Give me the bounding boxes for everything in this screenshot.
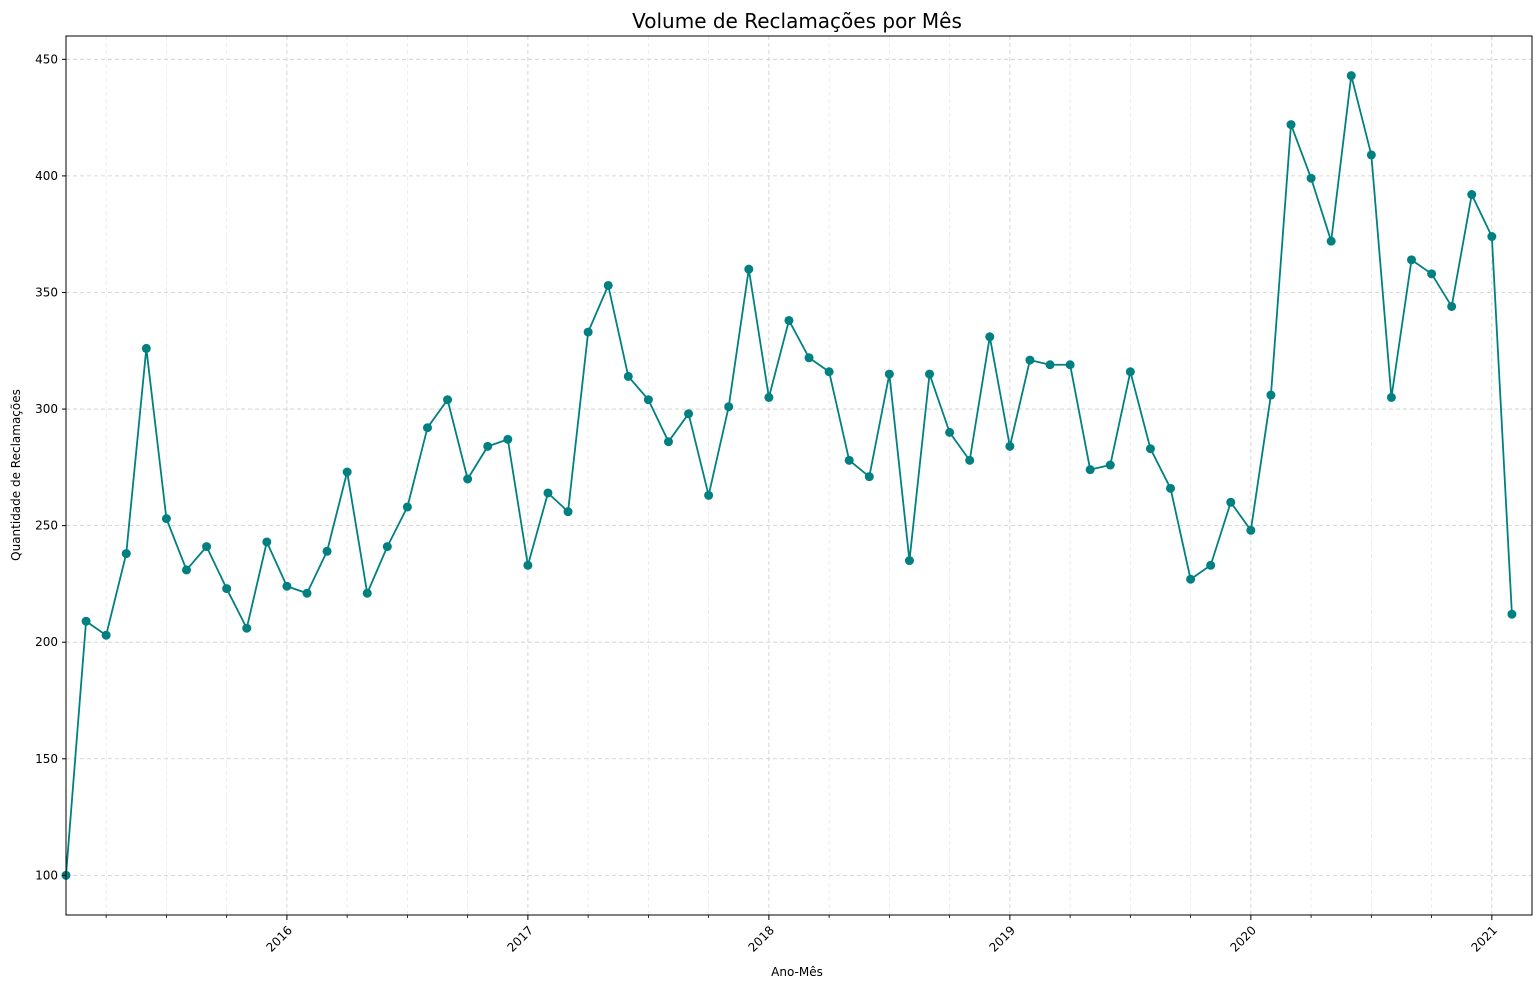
- x-tick-label: 2020: [1227, 923, 1258, 954]
- data-point: [402, 502, 412, 512]
- x-tick-label: 2016: [264, 923, 295, 954]
- x-tick-label: 2017: [505, 923, 536, 954]
- x-tick-label: 2021: [1468, 923, 1499, 954]
- data-point: [904, 556, 914, 566]
- data-point: [1326, 236, 1336, 246]
- data-point: [1246, 525, 1256, 535]
- data-point: [141, 343, 151, 353]
- data-point: [242, 623, 252, 633]
- data-point: [1366, 150, 1376, 160]
- y-tick-label: 200: [35, 635, 58, 649]
- data-point: [925, 369, 935, 379]
- data-point: [1145, 444, 1155, 454]
- data-point: [101, 630, 111, 640]
- data-point: [945, 427, 955, 437]
- data-point: [121, 549, 131, 559]
- data-point: [864, 472, 874, 482]
- y-tick-label: 150: [35, 752, 58, 766]
- data-point: [623, 371, 633, 381]
- data-point: [1467, 190, 1477, 200]
- series-line: [65, 74, 1513, 876]
- series-layer: [61, 71, 1517, 880]
- x-axis-title: Ano-Mês: [771, 965, 823, 979]
- data-point: [1206, 560, 1216, 570]
- data-point: [1507, 609, 1517, 619]
- data-point: [724, 402, 734, 412]
- data-point: [81, 616, 91, 626]
- data-point: [583, 327, 593, 337]
- data-point: [1487, 232, 1497, 242]
- data-point: [603, 280, 613, 290]
- data-point: [503, 434, 513, 444]
- data-point: [302, 588, 312, 598]
- data-point: [804, 353, 814, 363]
- data-point: [965, 455, 975, 465]
- data-point: [704, 490, 714, 500]
- data-point: [1407, 255, 1417, 265]
- y-tick-label: 300: [35, 402, 58, 416]
- y-tick-label: 350: [35, 285, 58, 299]
- data-point: [1105, 460, 1115, 470]
- data-point: [985, 332, 995, 342]
- data-point: [1065, 360, 1075, 370]
- data-point: [1045, 360, 1055, 370]
- data-point: [1306, 173, 1316, 183]
- y-tick-label: 450: [35, 52, 58, 66]
- data-point: [663, 437, 673, 447]
- data-point: [523, 560, 533, 570]
- data-point: [1447, 301, 1457, 311]
- chart-title: Volume de Reclamações por Mês: [632, 9, 962, 33]
- plot-frame: [65, 35, 1533, 916]
- axes: 100 150 200 250 300 350 400 450 2016 2017 2018 2019…: [35, 52, 1500, 954]
- data-point: [483, 441, 493, 451]
- data-point: [322, 546, 332, 556]
- grid: [66, 36, 1532, 915]
- data-point: [202, 542, 212, 552]
- data-point: [824, 367, 834, 377]
- y-tick-label: 100: [35, 868, 58, 882]
- data-point: [1286, 120, 1296, 130]
- data-point: [844, 455, 854, 465]
- data-point: [784, 315, 794, 325]
- data-point: [443, 395, 453, 405]
- data-point: [1226, 497, 1236, 507]
- data-point: [342, 467, 352, 477]
- data-point: [1005, 441, 1015, 451]
- data-point: [1266, 390, 1276, 400]
- data-point: [463, 474, 473, 484]
- data-point: [1186, 574, 1196, 584]
- data-point: [563, 507, 573, 517]
- data-point: [1427, 269, 1437, 279]
- data-point: [643, 395, 653, 405]
- data-point: [744, 264, 754, 274]
- data-point: [764, 392, 774, 402]
- data-point: [181, 565, 191, 575]
- data-point: [222, 584, 232, 594]
- data-point: [282, 581, 292, 591]
- data-point: [1125, 367, 1135, 377]
- data-point: [362, 588, 372, 598]
- data-point: [422, 423, 432, 433]
- data-point: [1085, 465, 1095, 475]
- data-point: [1386, 392, 1396, 402]
- y-axis-title: Quantidade de Reclamações: [9, 389, 23, 561]
- data-point: [1025, 355, 1035, 365]
- data-point: [884, 369, 894, 379]
- data-point: [1346, 71, 1356, 81]
- y-tick-label: 400: [35, 169, 58, 183]
- x-tick-label: 2018: [745, 923, 776, 954]
- y-tick-label: 250: [35, 519, 58, 533]
- data-point: [382, 542, 392, 552]
- data-point: [161, 514, 171, 524]
- data-point: [684, 409, 694, 419]
- data-point: [1166, 483, 1176, 493]
- data-point: [262, 537, 272, 547]
- data-point: [543, 488, 553, 498]
- x-tick-label: 2019: [986, 923, 1017, 954]
